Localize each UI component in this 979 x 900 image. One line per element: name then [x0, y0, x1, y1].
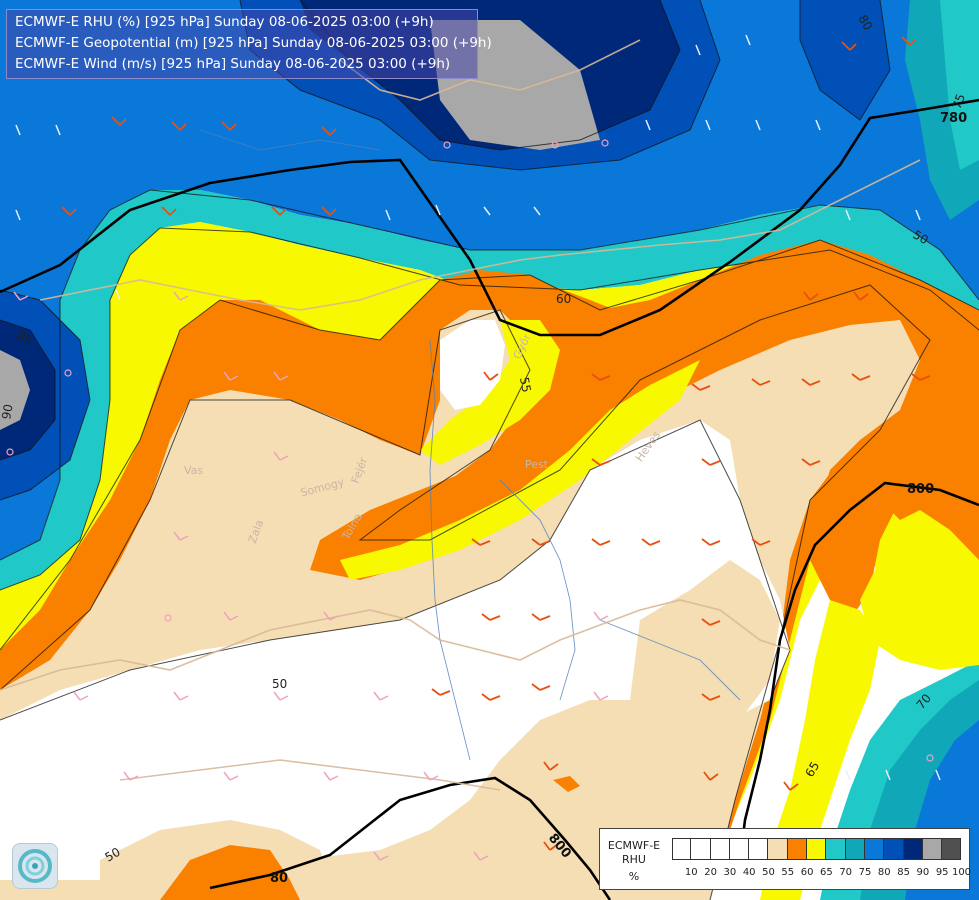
legend-tick-label: 85 [897, 867, 910, 878]
legend-tick-label: 70 [839, 867, 853, 878]
rhu-contour-label: 65 [802, 759, 822, 779]
swirl-icon [18, 849, 52, 883]
header-geopotential-title: ECMWF-E Geopotential (m) [925 hPa] Sunda… [15, 35, 492, 51]
rhu-contour-label: 85 [15, 328, 35, 348]
place-label: Vas [184, 464, 204, 477]
geopotential-780-line [0, 98, 979, 337]
provider-logo [12, 843, 58, 889]
rhu-contour-label: 90 [0, 403, 16, 420]
legend-tick-label: 100 [951, 867, 972, 878]
legend-swatch [691, 838, 711, 860]
place-label: Pest [525, 458, 549, 471]
geopotential-800-south-line [209, 776, 612, 900]
legend-swatch [884, 838, 904, 860]
legend-tick-label: 95 [935, 867, 949, 878]
legend-ticks: 10 20 30 40 50 55 60 65 70 75 80 85 90 95 100 [672, 867, 971, 881]
wind-barbs-white [15, 34, 941, 781]
rhu-contour-label: 60 [556, 292, 571, 306]
legend-tick-label: 50 [762, 867, 775, 878]
legend-tick-label: 65 [820, 867, 833, 878]
geopotential-label: 80 [270, 871, 288, 886]
legend-model: ECMWF-E [607, 839, 661, 852]
geopotential-800-line [738, 481, 979, 861]
legend-swatch [845, 838, 865, 860]
header-wind-title: ECMWF-E Wind (m/s) [925 hPa] Sunday 08-0… [15, 56, 451, 72]
legend-tick-label: 75 [858, 867, 872, 878]
legend-swatch [787, 838, 808, 860]
rhu-contour-label: 75 [950, 92, 968, 111]
legend-swatch [864, 838, 885, 860]
wind-barbs-pink [13, 291, 609, 861]
legend-unit: % [628, 870, 640, 883]
rhu-contour-label: 55 [517, 376, 533, 393]
legend-tick-label: 80 [877, 867, 891, 878]
wind-barbs-orange [61, 36, 931, 851]
legend-swatch [826, 838, 846, 860]
legend-swatch [768, 838, 788, 860]
map-header-panel: ECMWF-E RHU (%) [925 hPa] Sunday 08-06-2… [6, 9, 492, 79]
legend-tick-label: 10 [684, 867, 698, 878]
rhu-band-blue [0, 0, 979, 560]
legend-tick-label: 40 [742, 867, 756, 878]
legend-tick-label: 20 [704, 867, 717, 878]
rhu-contour-label: 50 [103, 845, 123, 865]
legend-swatch [922, 838, 943, 860]
rhu-dry-lake [440, 320, 505, 410]
rhu-contour-label: 50 [272, 677, 287, 691]
legend-swatch [710, 838, 730, 860]
legend-tick-label: 55 [781, 867, 795, 878]
geopotential-label: 800 [907, 482, 934, 497]
legend-swatch [942, 838, 962, 860]
legend-swatch [903, 838, 923, 860]
legend-swatch [672, 838, 692, 860]
legend-swatch [749, 838, 769, 860]
legend-tick-label: 30 [723, 867, 737, 878]
legend-tick-label: 90 [916, 867, 930, 878]
legend-swatch [807, 838, 827, 860]
legend-tick-label: 60 [800, 867, 814, 878]
rhu-contour-label: 50 [911, 227, 931, 247]
legend-variable: RHU [622, 853, 646, 866]
legend-swatch [729, 838, 750, 860]
header-rhu-title: ECMWF-E RHU (%) [925 hPa] Sunday 08-06-2… [15, 14, 434, 30]
rhu-legend: ECMWF-E RHU % 10 20 30 40 50 55 60 65 70 75 80 85 90… [599, 828, 971, 890]
geopotential-label: 780 [940, 111, 967, 126]
rhu-dry-east [0, 420, 790, 880]
legend-swatches [672, 838, 962, 860]
rhu-contour-label: 80 [855, 13, 875, 33]
